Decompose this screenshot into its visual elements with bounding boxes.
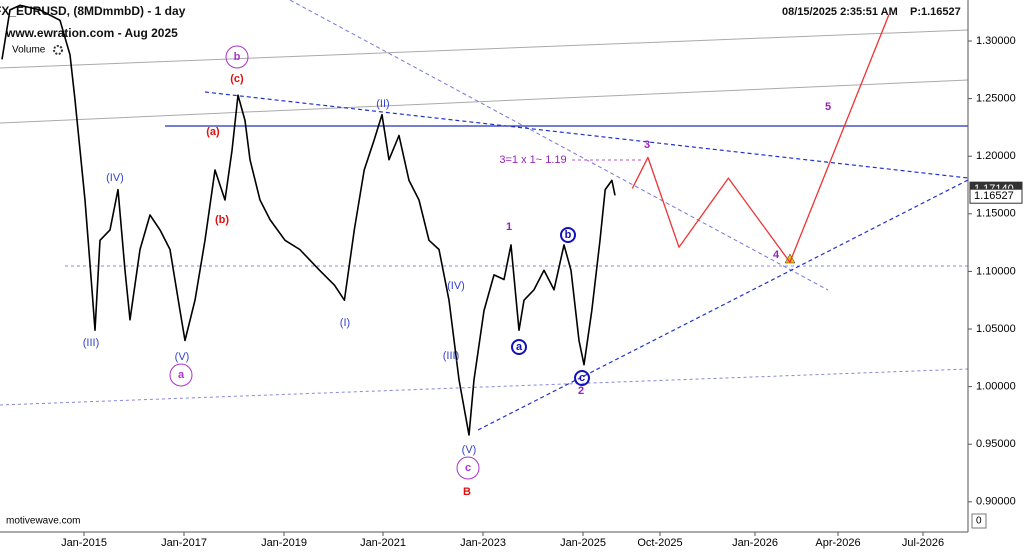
y-tick-label: 1.00000 (976, 381, 1016, 393)
trend-line (477, 179, 969, 431)
x-tick-label: Apr-2026 (815, 537, 860, 549)
wave-circle (225, 45, 249, 69)
wave-circle (574, 370, 590, 386)
x-tick-label: Jan-2026 (732, 537, 778, 549)
wave-circle (511, 339, 527, 355)
wave-label: (V) (175, 351, 190, 363)
wave-label: (III) (83, 337, 100, 349)
y-tick-label: 1.25000 (976, 93, 1016, 105)
wave-label: B (463, 486, 471, 498)
series-line (631, 14, 890, 263)
corner-label: 0 (976, 516, 982, 527)
wave-label: 3=1 x 1~ 1.19 (499, 154, 566, 166)
x-tick-label: Jul-2026 (902, 537, 944, 549)
wave-label: (IV) (447, 280, 465, 292)
y-tick-label: 1.20000 (976, 150, 1016, 162)
wave-label: b (234, 51, 241, 63)
wave-label: 2 (578, 385, 584, 397)
wave-circle (456, 456, 480, 480)
wave-label: 1 (506, 221, 512, 233)
chart-title: FX_EURUSD, (8MDmmbD) - 1 day (0, 4, 186, 18)
watermark: motivewave.com (6, 516, 80, 527)
wave-label: (a) (206, 126, 220, 138)
wave-label: (II) (376, 98, 389, 110)
timestamp: 08/15/2025 2:35:51 AM (782, 6, 898, 18)
wave-label: (III) (443, 350, 460, 362)
x-tick-label: Jan-2021 (360, 537, 406, 549)
wave-label: (b) (215, 214, 229, 226)
x-tick-label: Jan-2025 (560, 537, 606, 549)
y-tick-label: 1.15000 (976, 208, 1016, 220)
x-tick-label: Jan-2019 (261, 537, 307, 549)
wave-label: c (465, 462, 471, 474)
price-label: P:1.16527 (910, 6, 961, 18)
wave-label: a (516, 341, 523, 353)
x-tick-label: Jan-2015 (61, 537, 107, 549)
y-tick-label: 0.95000 (976, 438, 1016, 450)
corner-box[interactable] (971, 513, 987, 529)
volume-label: Volume (12, 45, 46, 56)
x-tick-label: Oct-2025 (637, 537, 682, 549)
wave-label: (IV) (106, 172, 124, 184)
wave-label: (I) (340, 317, 350, 329)
wave-circle (560, 227, 576, 243)
price-marker-box (969, 188, 1023, 204)
channel-line (0, 79, 969, 124)
price-marker-label: 1.16527 (974, 190, 1014, 202)
series-line (1, 4, 616, 436)
trendlines (0, 0, 969, 431)
wave-label: c (579, 372, 585, 384)
wave-label: a (178, 369, 185, 381)
wave-label: 5 (825, 101, 831, 113)
wave-label: 3 (644, 139, 650, 151)
x-tick-label: Jan-2017 (161, 537, 207, 549)
trend-line (204, 91, 969, 179)
subtitle: www.ewration.com - Aug 2025 (5, 26, 178, 40)
wave-circle (169, 363, 193, 387)
y-tick-label: 1.30000 (976, 35, 1016, 47)
wave-label: b (565, 229, 572, 241)
wave-label: (V) (462, 444, 477, 456)
y-tick-label: 1.05000 (976, 323, 1016, 335)
settings-icon[interactable] (53, 45, 63, 55)
trend-line (289, 0, 829, 291)
channel-line (0, 29, 969, 69)
y-tick-label: 0.90000 (976, 496, 1016, 508)
wave-label: (c) (230, 73, 244, 85)
x-tick-label: Jan-2023 (460, 537, 506, 549)
y-tick-label: 1.10000 (976, 265, 1016, 277)
wave-label: 4 (773, 249, 780, 261)
